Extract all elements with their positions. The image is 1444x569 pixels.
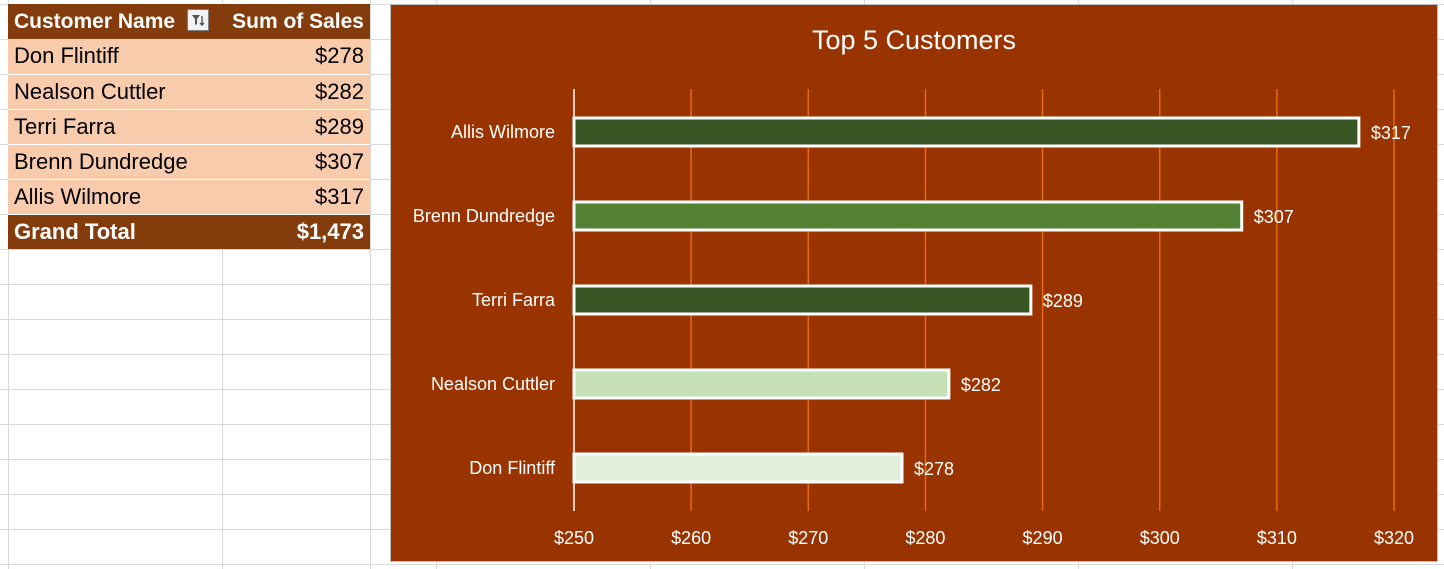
sales-value-cell[interactable]: $317 bbox=[222, 179, 370, 215]
category-label: Don Flintiff bbox=[469, 458, 556, 478]
grand-total-label[interactable]: Grand Total bbox=[8, 214, 222, 249]
bar[interactable] bbox=[572, 116, 1361, 148]
column-divider bbox=[222, 0, 223, 569]
chart-plot-area[interactable]: $250 $260 $270 $280 $290 $300 $310 $320 Allis Wi… bbox=[391, 5, 1437, 561]
grand-total-row[interactable]: Grand Total $1,473 bbox=[8, 214, 370, 249]
bar[interactable] bbox=[572, 200, 1244, 232]
customer-name-cell[interactable]: Allis Wilmore bbox=[8, 179, 222, 215]
x-tick-label: $320 bbox=[1374, 528, 1414, 548]
chart-title[interactable]: Top 5 Customers bbox=[811, 25, 1017, 55]
x-tick-label: $270 bbox=[788, 528, 828, 548]
bar[interactable] bbox=[572, 284, 1033, 316]
data-label: $317 bbox=[1371, 123, 1411, 143]
customer-name-cell[interactable]: Brenn Dundredge bbox=[8, 144, 222, 180]
table-row[interactable]: Terri Farra $289 bbox=[8, 109, 370, 145]
data-label: $278 bbox=[914, 459, 954, 479]
x-tick-label: $310 bbox=[1257, 528, 1297, 548]
pivot-table: Customer Name Sum of Sales Don Flintiff … bbox=[8, 4, 370, 249]
x-tick-label: $290 bbox=[1023, 528, 1063, 548]
customer-name-cell[interactable]: Nealson Cuttler bbox=[8, 74, 222, 110]
x-tick-label: $260 bbox=[671, 528, 711, 548]
category-label: Nealson Cuttler bbox=[431, 374, 555, 394]
category-label: Terri Farra bbox=[472, 290, 556, 310]
customer-name-cell[interactable]: Don Flintiff bbox=[8, 39, 222, 75]
pivot-header-customer-label: Customer Name bbox=[14, 9, 176, 33]
pivot-header-customer: Customer Name bbox=[8, 4, 222, 39]
data-label: $282 bbox=[961, 375, 1001, 395]
x-tick-label: $280 bbox=[905, 528, 945, 548]
x-tick-label: $300 bbox=[1140, 528, 1180, 548]
bar-chart[interactable]: Top 5 Customers $250 $260 $270 $280 $290 $300… bbox=[390, 4, 1438, 562]
table-row[interactable]: Don Flintiff $278 bbox=[8, 39, 370, 75]
column-divider bbox=[370, 0, 371, 569]
bar[interactable] bbox=[572, 452, 904, 484]
pivot-header-sales: Sum of Sales bbox=[222, 4, 370, 39]
x-tick-label: $250 bbox=[554, 528, 594, 548]
customer-name-cell[interactable]: Terri Farra bbox=[8, 109, 222, 145]
category-label: Allis Wilmore bbox=[451, 122, 555, 142]
sales-value-cell[interactable]: $307 bbox=[222, 144, 370, 180]
table-row[interactable]: Allis Wilmore $317 bbox=[8, 179, 370, 215]
grand-total-value[interactable]: $1,473 bbox=[222, 214, 370, 249]
category-label: Brenn Dundredge bbox=[413, 206, 555, 226]
data-label: $289 bbox=[1043, 291, 1083, 311]
table-row[interactable]: Brenn Dundredge $307 bbox=[8, 144, 370, 180]
pivot-header-row: Customer Name Sum of Sales bbox=[8, 4, 370, 39]
bar[interactable] bbox=[572, 368, 951, 400]
table-row[interactable]: Nealson Cuttler $282 bbox=[8, 74, 370, 110]
sales-value-cell[interactable]: $289 bbox=[222, 109, 370, 145]
sales-value-cell[interactable]: $278 bbox=[222, 39, 370, 75]
filter-dropdown-button[interactable] bbox=[186, 8, 209, 31]
data-label: $307 bbox=[1254, 207, 1294, 227]
sales-value-cell[interactable]: $282 bbox=[222, 74, 370, 110]
sort-filter-icon bbox=[191, 14, 205, 26]
